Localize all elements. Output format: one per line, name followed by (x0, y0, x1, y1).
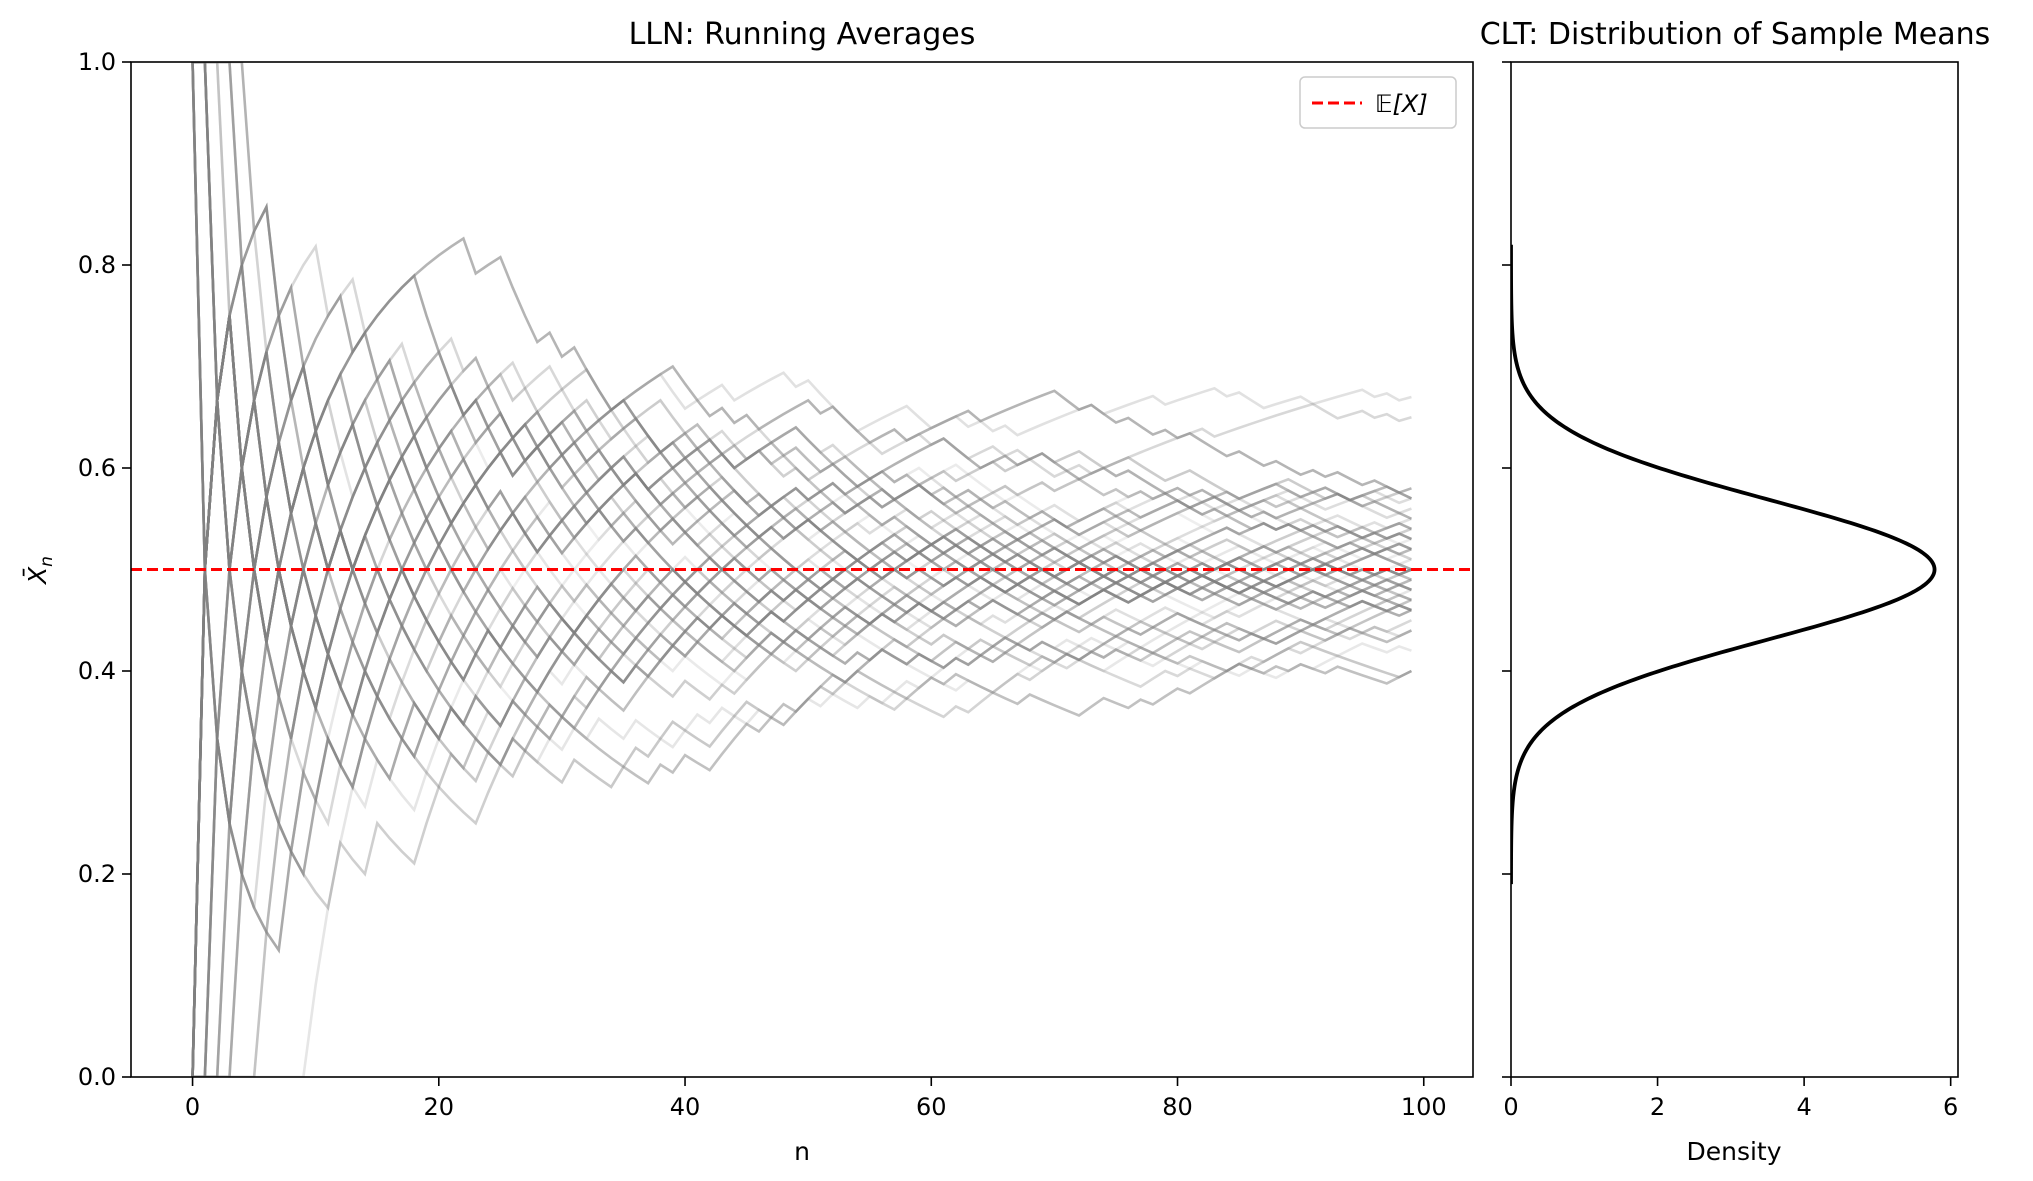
running-average-path (191, 315, 1412, 1077)
clt-density-curve (1511, 244, 1937, 885)
running-average-path (192, 569, 1413, 1077)
x-tick-label: 6 (1943, 1093, 1958, 1121)
lln-legend: 𝔼[X] (1299, 76, 1457, 129)
running-average-path (191, 480, 1412, 1077)
running-average-path (192, 329, 1412, 1077)
clt-x-axis-label: Density (1686, 1137, 1781, 1166)
lln-x-axis-label: n (794, 1137, 810, 1166)
running-average-path (192, 62, 1412, 624)
running-average-path (191, 315, 1412, 1077)
running-average-path (191, 62, 1412, 643)
running-average-path (191, 315, 1412, 1077)
y-tick-label: 0.6 (78, 454, 116, 482)
lln-axes-frame (130, 61, 1474, 1078)
x-tick-label: 0 (1503, 1093, 1518, 1121)
running-average-path (192, 476, 1412, 1077)
running-average-path (191, 569, 1412, 1077)
running-average-path (192, 62, 1412, 657)
lln-y-ticks: 0.0 0.2 0.4 0.6 0.8 1.0 (78, 48, 131, 1091)
running-average-path (192, 548, 1412, 1077)
clt-y-ticks (1502, 61, 1511, 1078)
clt-axes-frame (1510, 61, 1959, 1078)
x-tick-label: 2 (1650, 1093, 1665, 1121)
x-tick-label: 4 (1796, 1093, 1811, 1121)
running-average-path (191, 62, 1412, 739)
running-average-path (192, 593, 1412, 1077)
running-average-path (192, 580, 1412, 1077)
x-tick-label: 80 (1162, 1093, 1193, 1121)
y-tick-label: 1.0 (78, 48, 116, 76)
y-tick-label: 0.4 (78, 657, 116, 685)
clt-panel: CLT: Distribution of Sample Means 0 2 4 6 D… (1480, 17, 1991, 1166)
running-average-path (192, 62, 1412, 719)
running-average-path (191, 315, 1412, 1077)
running-average-path (191, 62, 1412, 584)
running-average-path (192, 62, 1412, 755)
y-tick-label: 0.8 (78, 251, 116, 279)
running-average-path (192, 371, 1412, 1077)
lln-y-axis-label: X̄n (22, 556, 57, 586)
clt-title: CLT: Distribution of Sample Means (1480, 17, 1991, 52)
lln-title: LLN: Running Averages (629, 17, 976, 52)
running-average-path (192, 62, 1412, 739)
running-average-path (191, 62, 1412, 577)
running-average-path (191, 400, 1412, 1077)
running-average-path (192, 62, 1412, 479)
running-average-path (192, 496, 1412, 1077)
running-average-path (192, 62, 1412, 522)
running-average-path (191, 315, 1412, 1077)
clt-x-ticks: 0 2 4 6 (1503, 1077, 1958, 1121)
running-average-path (192, 62, 1412, 760)
running-average-path (192, 62, 1412, 742)
running-average-path (191, 400, 1413, 1077)
running-average-path (192, 62, 1412, 570)
running-average-path (192, 547, 1412, 1077)
running-average-path (192, 62, 1412, 636)
x-tick-label: 20 (424, 1093, 455, 1121)
y-tick-label: 0.0 (78, 1063, 116, 1091)
x-tick-label: 60 (916, 1093, 947, 1121)
lln-panel: LLN: Running Averages 0 20 40 60 80 100 0.00.… (22, 17, 1474, 1166)
running-average-path (192, 422, 1412, 1077)
y-tick-label: 0.2 (78, 860, 116, 888)
running-average-path (192, 588, 1412, 1077)
running-average-path (192, 62, 1412, 857)
running-average-path (192, 467, 1412, 1077)
x-tick-label: 100 (1401, 1093, 1447, 1121)
legend-box (1299, 76, 1457, 129)
running-average-path (192, 565, 1412, 1077)
running-average-path (191, 315, 1412, 1077)
lln-x-ticks: 0 20 40 60 80 100 (185, 1077, 1447, 1121)
x-tick-label: 40 (670, 1093, 701, 1121)
running-average-path (191, 400, 1412, 1077)
running-average-path (191, 62, 1412, 911)
running-average-path (191, 408, 1412, 1077)
running-average-path (191, 62, 1412, 743)
lln-running-average-paths (191, 62, 1413, 1077)
running-average-path (191, 230, 1412, 1077)
x-tick-label: 0 (185, 1093, 200, 1121)
running-average-path (191, 62, 1412, 643)
running-average-path (191, 397, 1412, 1077)
legend-label-expected-value: 𝔼[X] (1375, 90, 1428, 118)
running-average-path (191, 62, 1412, 570)
